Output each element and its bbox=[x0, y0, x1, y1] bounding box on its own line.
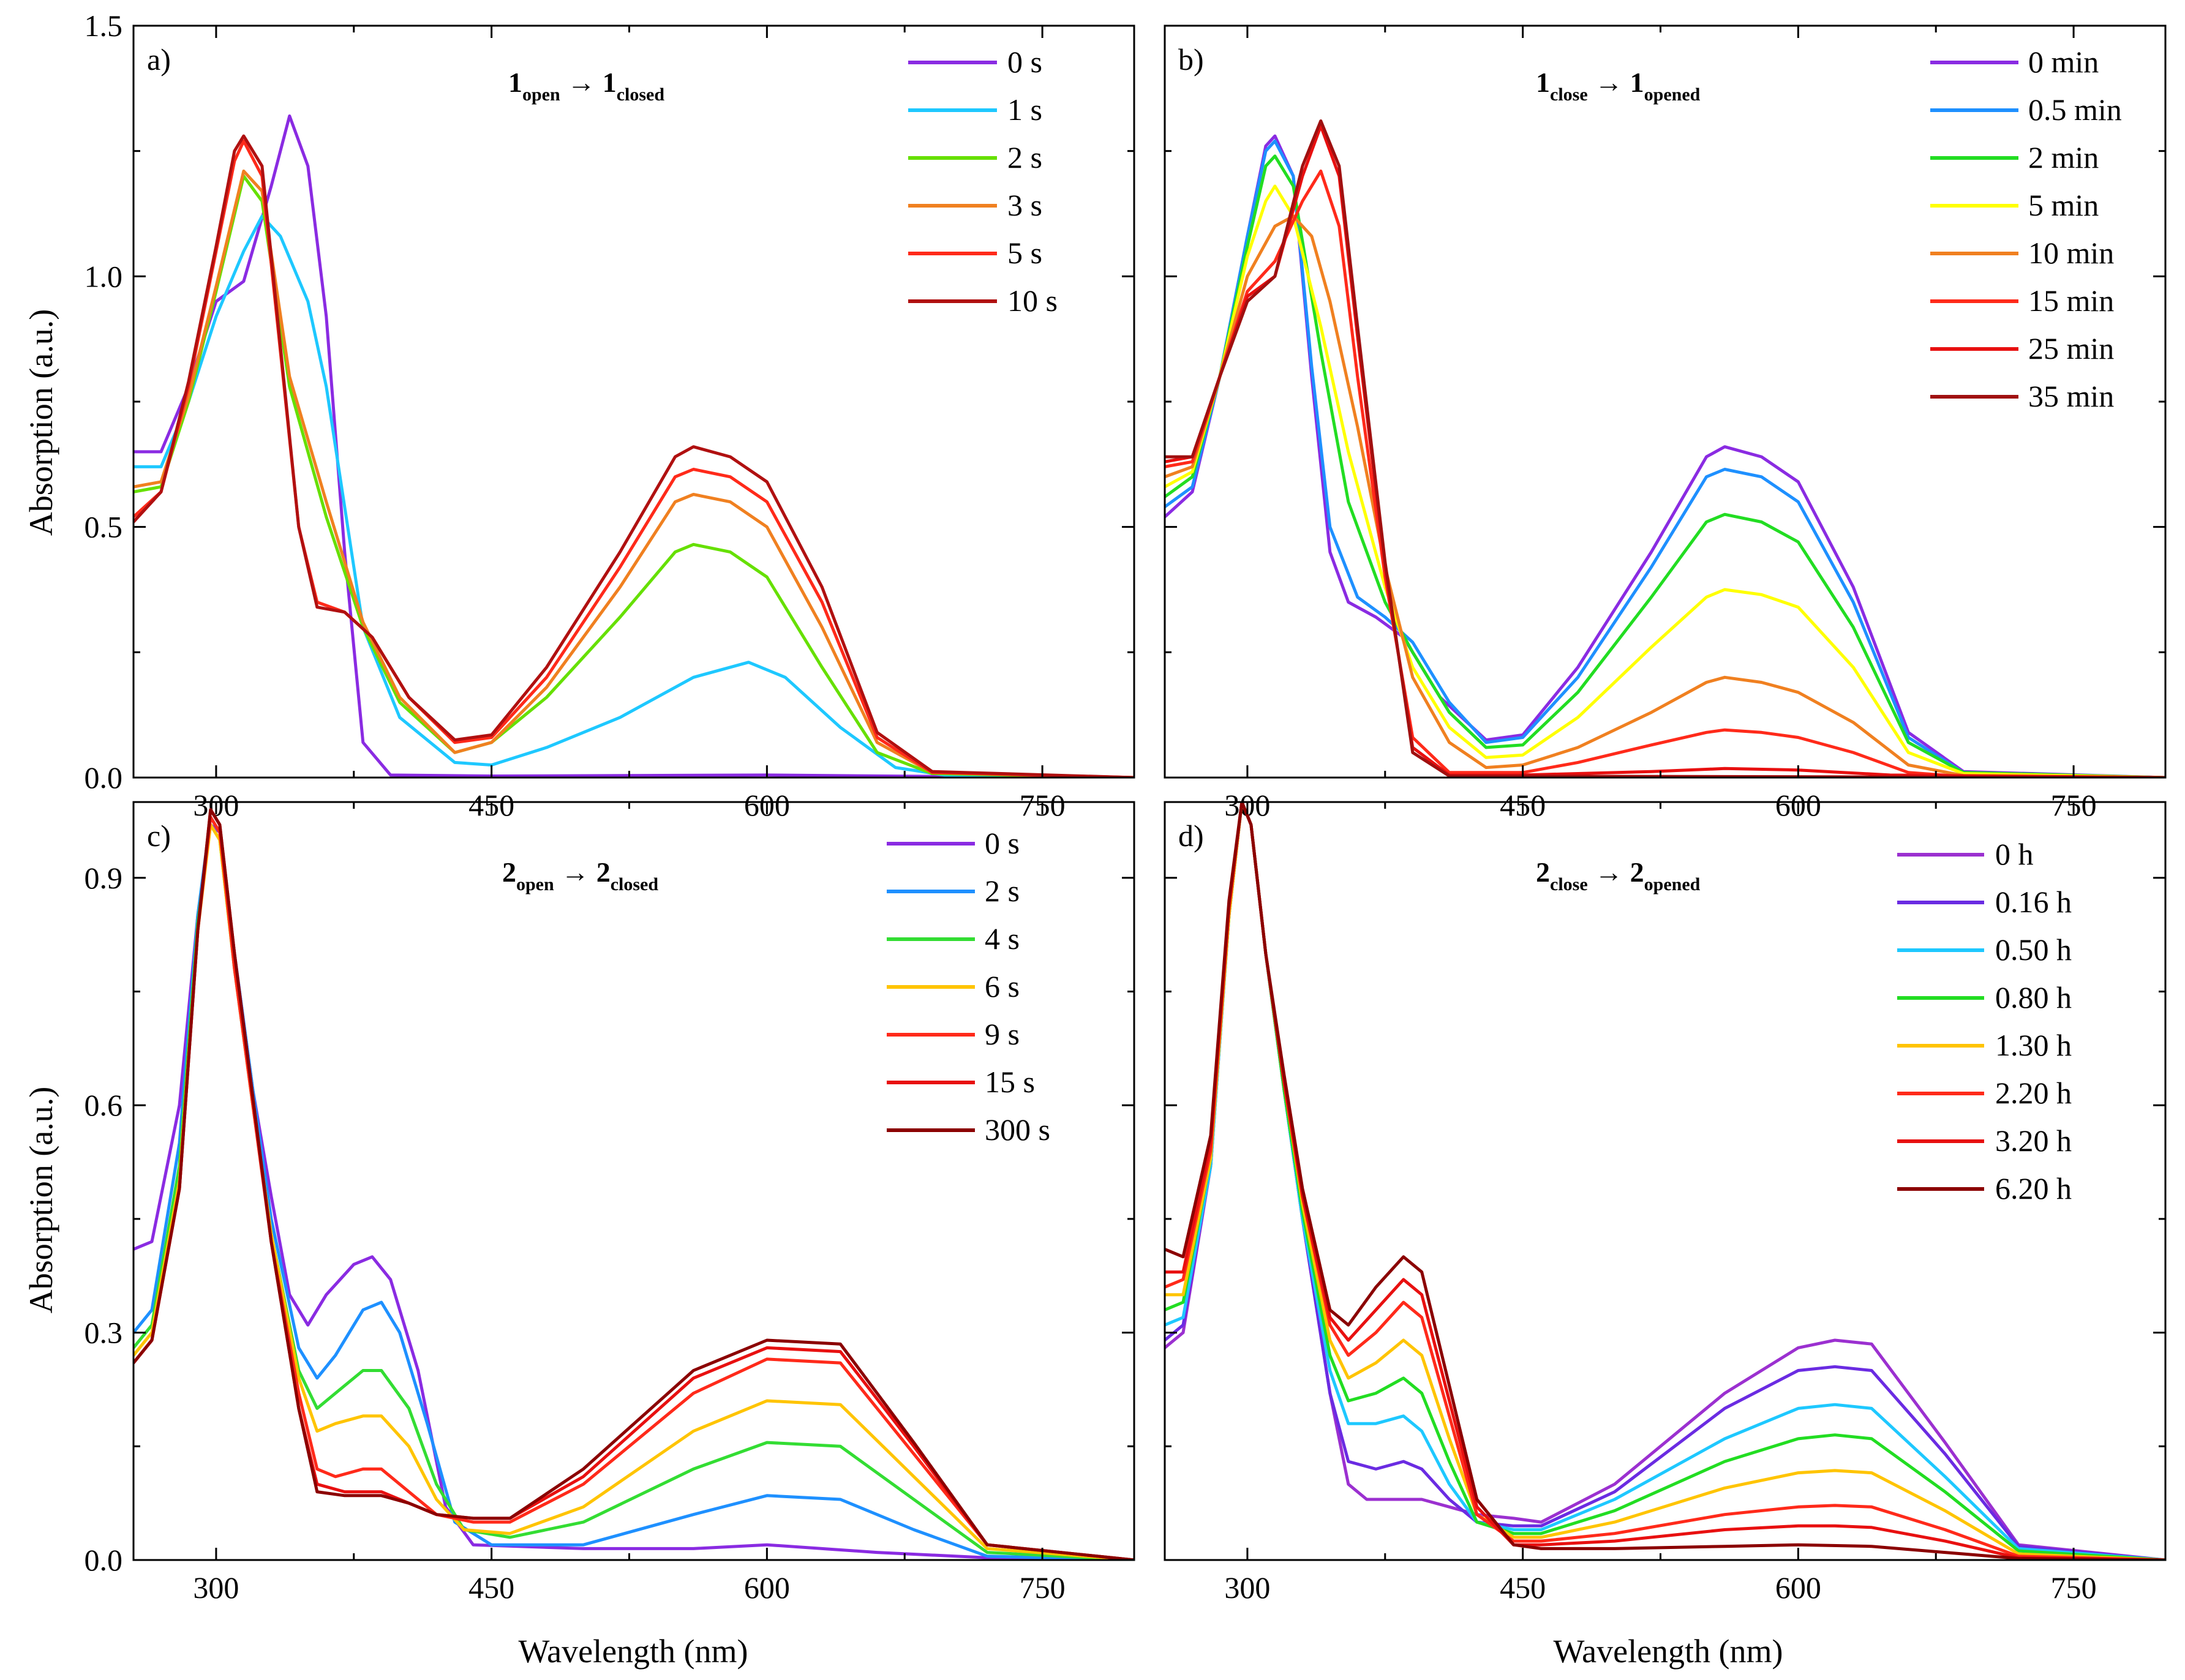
x-tick-label: 450 bbox=[1500, 1570, 1546, 1605]
y-tick-label: 0.3 bbox=[85, 1316, 123, 1350]
x-tick-label: 450 bbox=[468, 1570, 514, 1605]
y-tick-label: 0.0 bbox=[85, 760, 123, 795]
series-lines bbox=[134, 114, 1134, 778]
legend-label: 3.20 h bbox=[1995, 1123, 2072, 1158]
plot-frame bbox=[132, 801, 1135, 1561]
x-tick-label: 600 bbox=[744, 1570, 790, 1605]
legend-label: 0.16 h bbox=[1995, 885, 2072, 919]
panel-c: 300 450 600 750 0.0 0.3 0.6 0.9 c) 2open → 2close… bbox=[85, 801, 1135, 1605]
legend-label: 0.80 h bbox=[1995, 980, 2072, 1014]
panel-title: 1open → 1closed bbox=[508, 67, 664, 105]
series-line-5 bbox=[134, 808, 1134, 1560]
x-tick-label: 750 bbox=[2051, 1570, 2097, 1605]
x-tick-label: 750 bbox=[1020, 1570, 1066, 1605]
legend-label: 3 s bbox=[1007, 188, 1042, 222]
series-line-1 bbox=[134, 816, 1134, 1560]
legend-label: 9 s bbox=[985, 1017, 1020, 1051]
series-line-4 bbox=[134, 139, 1134, 778]
series-line-2 bbox=[134, 174, 1134, 778]
legend: 0 min 0.5 min 2 min 5 min 10 min 15 min 25 min… bbox=[1930, 45, 2122, 413]
series-line-7 bbox=[1165, 802, 2165, 1560]
series-line-6 bbox=[134, 808, 1134, 1560]
legend-label: 4 s bbox=[985, 921, 1020, 956]
panel-title: 2open → 2closed bbox=[502, 857, 658, 894]
legend-label: 10 s bbox=[1007, 283, 1058, 318]
series-line-4 bbox=[1165, 214, 2165, 778]
legend-label: 0.50 h bbox=[1995, 932, 2072, 967]
series-line-0 bbox=[134, 114, 1134, 778]
series-line-5 bbox=[1165, 169, 2165, 778]
series-line-5 bbox=[134, 134, 1134, 778]
panel-label: d) bbox=[1178, 819, 1204, 853]
panel-label: b) bbox=[1178, 42, 1204, 77]
legend-label: 10 min bbox=[2028, 236, 2114, 270]
panel-title: 1close → 1opened bbox=[1536, 67, 1701, 105]
legend-label: 2 s bbox=[985, 874, 1020, 908]
series-line-3 bbox=[134, 169, 1134, 778]
plot-frame bbox=[1164, 801, 2167, 1561]
series-line-1 bbox=[1165, 139, 2165, 778]
panel-label: a) bbox=[147, 42, 171, 77]
legend: 0 s 1 s 2 s 3 s 5 s 10 s bbox=[908, 45, 1058, 318]
legend-label: 5 min bbox=[2028, 188, 2099, 222]
series-line-7 bbox=[1165, 119, 2165, 778]
legend-label: 35 min bbox=[2028, 379, 2114, 413]
x-tick-label: 600 bbox=[1775, 1570, 1821, 1605]
legend-label: 5 s bbox=[1007, 236, 1042, 270]
legend-label: 15 s bbox=[985, 1065, 1035, 1099]
legend-label: 2 min bbox=[2028, 140, 2099, 174]
legend: 0 s 2 s 4 s 6 s 9 s 15 s 300 s bbox=[887, 826, 1050, 1147]
y-tick-label: 0.6 bbox=[85, 1088, 123, 1122]
y-tick-label: 1.5 bbox=[85, 9, 123, 43]
series-line-2 bbox=[1165, 154, 2165, 778]
legend: 0 h 0.16 h 0.50 h 0.80 h 1.30 h 2.20 h 3.20 h 6… bbox=[1897, 837, 2072, 1206]
legend-label: 25 min bbox=[2028, 331, 2114, 366]
series-lines bbox=[1165, 802, 2165, 1560]
series-line-1 bbox=[134, 214, 1134, 778]
y-axis-title-bottom: Absorption (a.u.) bbox=[23, 1087, 59, 1313]
series-lines bbox=[134, 808, 1134, 1560]
series-line-2 bbox=[134, 823, 1134, 1560]
legend-label: 2.20 h bbox=[1995, 1076, 2072, 1110]
legend-label: 0.5 min bbox=[2028, 92, 2122, 127]
legend-label: 15 min bbox=[2028, 283, 2114, 318]
legend-label: 2 s bbox=[1007, 140, 1042, 174]
y-tick-label: 0.9 bbox=[85, 861, 123, 895]
panel-label: c) bbox=[147, 819, 171, 853]
legend-label: 6.20 h bbox=[1995, 1171, 2072, 1206]
series-line-3 bbox=[1165, 184, 2165, 778]
legend-label: 6 s bbox=[985, 969, 1020, 1003]
series-line-3 bbox=[134, 823, 1134, 1560]
series-line-0 bbox=[134, 823, 1134, 1560]
y-tick-label: 0.5 bbox=[85, 510, 123, 544]
y-tick-label: 1.0 bbox=[85, 259, 123, 293]
legend-label: 1.30 h bbox=[1995, 1028, 2072, 1062]
legend-label: 0 min bbox=[2028, 45, 2099, 79]
series-line-4 bbox=[134, 816, 1134, 1560]
legend-label: 300 s bbox=[985, 1112, 1050, 1147]
legend-label: 0 s bbox=[1007, 45, 1042, 79]
x-axis-title-right: Wavelength (nm) bbox=[1553, 1633, 1783, 1670]
x-tick-label: 300 bbox=[1224, 1570, 1270, 1605]
series-line-6 bbox=[1165, 124, 2165, 778]
x-tick-label: 300 bbox=[193, 1570, 239, 1605]
series-line-0 bbox=[1165, 134, 2165, 778]
panel-title: 2close → 2opened bbox=[1536, 857, 1701, 894]
legend-label: 1 s bbox=[1007, 92, 1042, 127]
x-axis-title-left: Wavelength (nm) bbox=[518, 1633, 748, 1670]
y-axis-title-top: Absorption (a.u.) bbox=[23, 309, 59, 536]
legend-label: 0 s bbox=[985, 826, 1020, 860]
series-lines bbox=[1165, 119, 2165, 778]
legend-label: 0 h bbox=[1995, 837, 2034, 871]
y-tick-label: 0.0 bbox=[85, 1543, 123, 1577]
